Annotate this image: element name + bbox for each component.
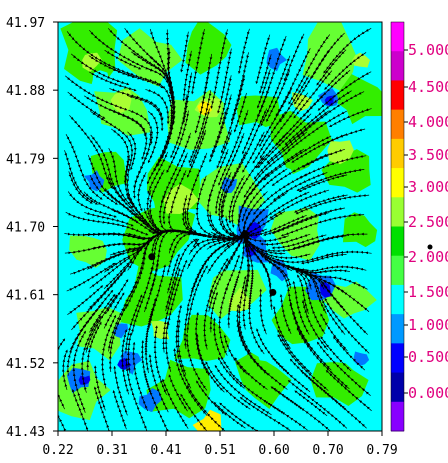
colorbar-segment [391, 22, 404, 52]
colorbar-segment [391, 372, 404, 403]
colorbar: 5.000 4.500 4.000 3.500 3.000 2.500 2.000 1.500… [390, 21, 448, 432]
colorbar-segment [391, 226, 404, 257]
map-markers: x [148, 235, 277, 296]
x-tick-label: 0.79 [366, 443, 397, 458]
x-tick-label: 0.31 [96, 443, 127, 458]
colorbar-label: 2.000 [408, 248, 448, 266]
y-tick-label: 41.79 [6, 152, 45, 167]
colorbar-segment [391, 314, 404, 344]
station-x-label: x [192, 235, 200, 250]
streamline [169, 170, 187, 214]
colorbar-label: 0.000 [408, 384, 448, 402]
streamline [301, 371, 367, 429]
streamline [191, 29, 206, 95]
x-tick-label: 0.60 [258, 443, 289, 458]
streamline [112, 390, 127, 430]
colorbar-segment [391, 401, 404, 432]
colorbar-segment [391, 51, 404, 81]
x-axis: 0.22 0.31 0.41 0.51 0.60 0.70 0.79 [42, 431, 398, 458]
streamline [329, 108, 372, 127]
streamline [280, 213, 365, 237]
streamlines [58, 27, 372, 431]
y-axis: 41.97 41.88 41.79 41.70 41.61 41.52 41.43 [6, 16, 58, 440]
y-tick-label: 41.52 [6, 357, 45, 372]
streamline [296, 168, 365, 191]
y-tick-label: 41.97 [6, 16, 45, 31]
streamline [321, 128, 366, 146]
colorbar-label: 4.000 [408, 113, 448, 131]
streamline [295, 194, 370, 215]
colorbar-dot [427, 244, 433, 250]
streamline [93, 386, 111, 431]
streamline [133, 149, 150, 189]
colorbar-segment [391, 80, 404, 111]
streamline [71, 388, 89, 431]
colorbar-frame [390, 21, 405, 432]
colorbar-label: 3.500 [408, 146, 448, 164]
y-tick-label: 41.61 [6, 289, 45, 304]
streamline [58, 383, 67, 431]
colorbar-segment [391, 168, 404, 198]
streamline [325, 250, 372, 257]
colorbar-label: 4.500 [408, 78, 448, 96]
colorbar-label: 1.500 [408, 283, 448, 301]
x-tick-label: 0.70 [312, 443, 343, 458]
x-tick-label: 0.22 [42, 443, 73, 458]
colorbar-label: 3.000 [408, 178, 448, 196]
streamline [124, 357, 149, 431]
streamline [292, 232, 368, 250]
streamline [186, 152, 208, 233]
map-plot-area [58, 22, 382, 431]
colorbar-segment [391, 138, 404, 169]
x-tick-label: 0.41 [150, 443, 181, 458]
station-dot [269, 288, 277, 296]
y-tick-label: 41.88 [6, 84, 45, 99]
colorbar-label: 0.500 [408, 348, 448, 366]
colorbar-label: 1.000 [408, 316, 448, 334]
station-dot [148, 253, 156, 261]
colorbar-segment [391, 197, 404, 227]
colorbar-label: 2.500 [408, 213, 448, 231]
colorbar-segment [391, 343, 404, 374]
y-tick-label: 41.70 [6, 221, 45, 236]
colorbar-segment [391, 284, 404, 315]
colorbar-label: 5.000 [408, 41, 448, 59]
y-tick-label: 41.43 [6, 425, 45, 440]
colorbar-segment [391, 109, 404, 140]
colorbar-segment [391, 255, 404, 286]
streamline [137, 171, 147, 212]
x-tick-label: 0.51 [204, 443, 235, 458]
